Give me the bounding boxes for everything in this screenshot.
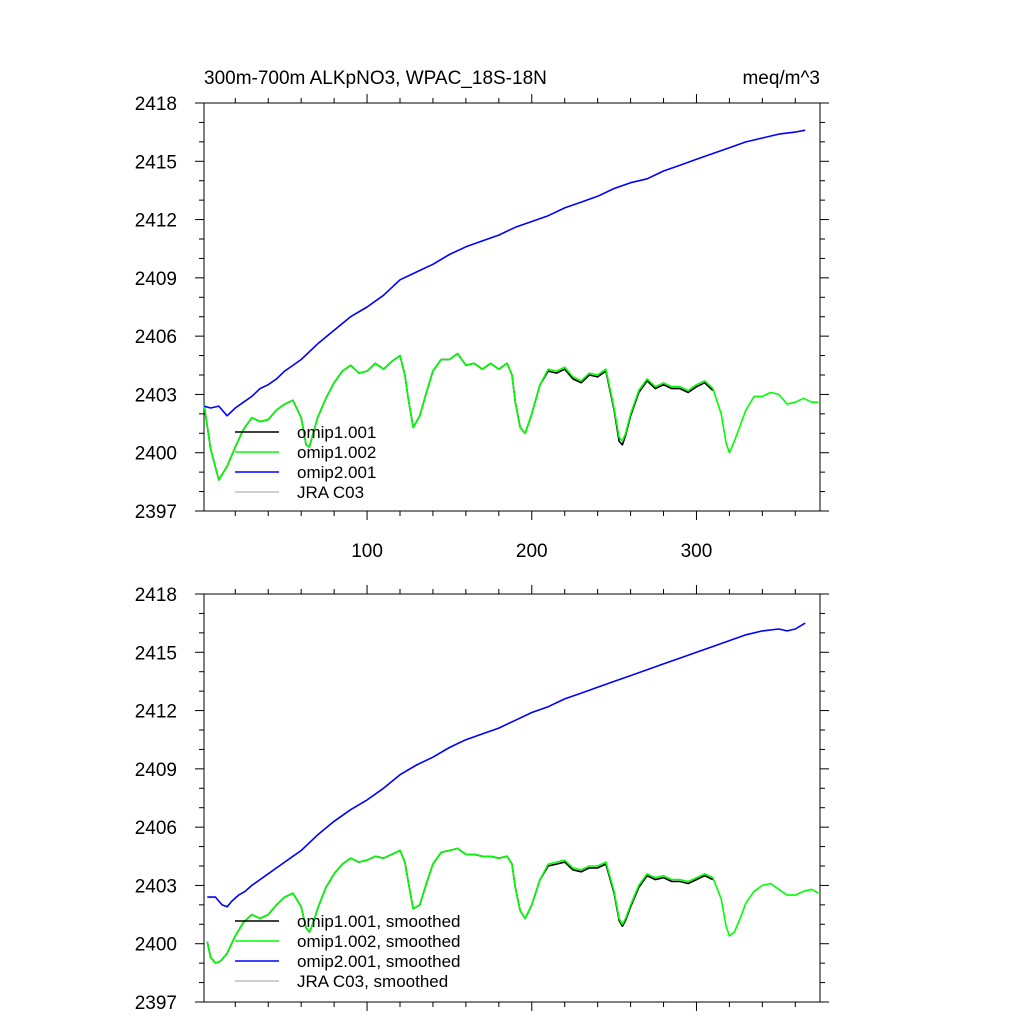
y-tick-label: 2400 xyxy=(135,444,177,465)
legend-label: omip1.002 xyxy=(297,443,376,462)
bottom-chart-panel: 2397 2400 2403 2406 2409 2412 2415 2418 omip1.00… xyxy=(135,585,829,1014)
y-tick-label: 2415 xyxy=(135,643,177,664)
y-tick-label: 2418 xyxy=(135,94,177,115)
y-tick-label: 2412 xyxy=(135,211,177,232)
y-tick-label: 2412 xyxy=(135,702,177,723)
units-label: meq/m^3 xyxy=(742,68,820,89)
y-tick-label: 2409 xyxy=(135,760,177,781)
y-tick-label: 2403 xyxy=(135,385,177,406)
x-tick-label: 100 xyxy=(351,541,383,562)
y-tick-label: 2418 xyxy=(135,585,177,606)
y-tick-label: 2415 xyxy=(135,152,177,173)
legend-label: omip1.002, smoothed xyxy=(297,932,461,951)
legend-label: omip1.001, smoothed xyxy=(297,912,461,931)
plot-frame xyxy=(203,593,821,1003)
top-chart-panel: 2397 2400 2403 2406 2409 2412 2415 2418 100 200 30… xyxy=(135,94,829,562)
y-tick-label: 2406 xyxy=(135,818,177,839)
y-tick-label: 2409 xyxy=(135,269,177,290)
series-line-omip1-001 xyxy=(203,352,714,481)
series-line-omip1-002-smoothed xyxy=(206,847,819,964)
legend-label: JRA C03, smoothed xyxy=(297,972,448,991)
y-tick-label: 2403 xyxy=(135,876,177,897)
chart-title: 300m-700m ALKpNO3, WPAC_18S-18N xyxy=(204,68,547,89)
series-line-omip1-002 xyxy=(203,352,819,481)
x-tick-label: 300 xyxy=(681,541,713,562)
series-line-omip2-001 xyxy=(203,129,806,417)
legend-label: omip1.001 xyxy=(297,423,376,442)
y-tick-label: 2400 xyxy=(135,935,177,956)
series-line-omip2-001-smoothed xyxy=(207,622,806,908)
x-tick-label: 200 xyxy=(516,541,548,562)
y-tick-label: 2406 xyxy=(135,327,177,348)
legend-label: omip2.001 xyxy=(297,463,376,482)
y-tick-label: 2397 xyxy=(135,993,177,1014)
legend-label: JRA C03 xyxy=(297,483,364,502)
plot-frame xyxy=(203,102,821,512)
y-tick-label: 2397 xyxy=(135,502,177,523)
legend-label: omip2.001, smoothed xyxy=(297,952,461,971)
